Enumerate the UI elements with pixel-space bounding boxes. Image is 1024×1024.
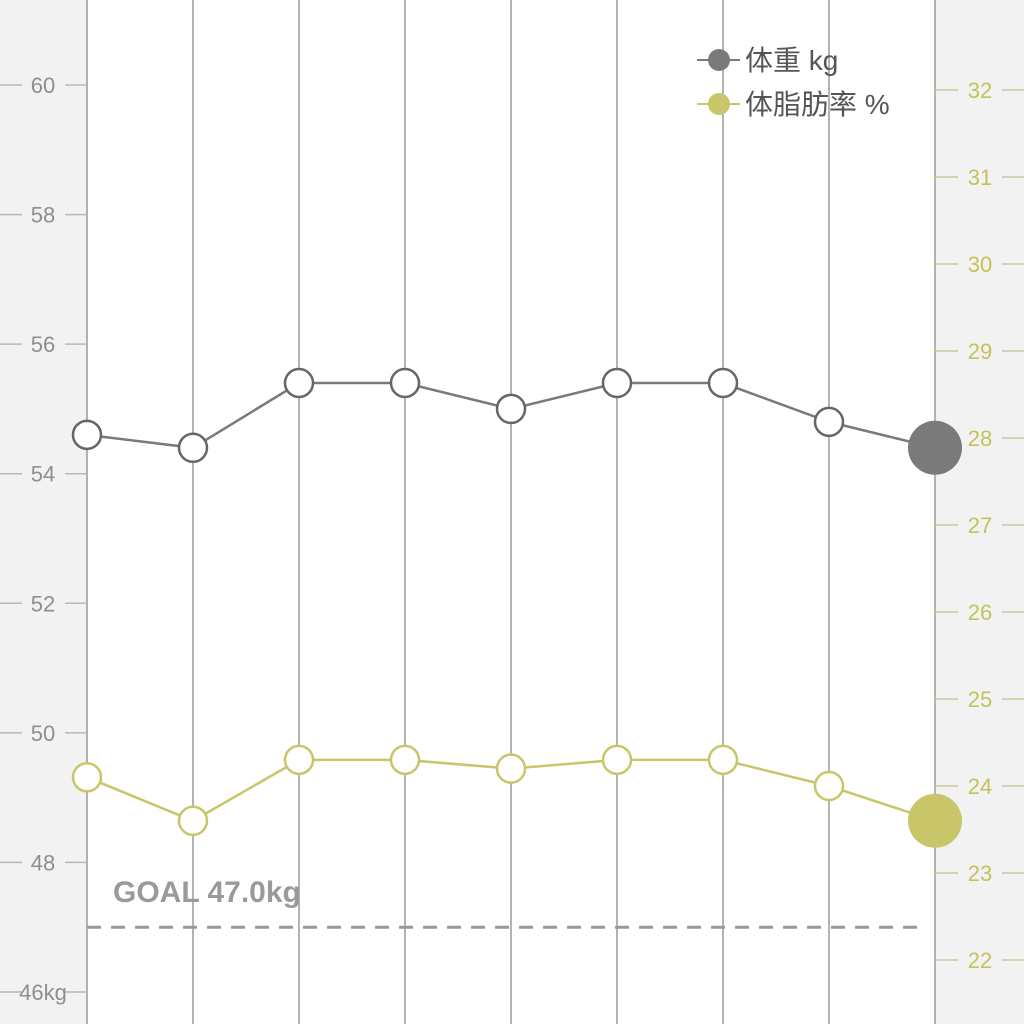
left-tick-label: 46kg xyxy=(19,980,67,1005)
right-tick-label: 29 xyxy=(968,339,992,364)
data-point-weight[interactable] xyxy=(283,367,315,399)
right-tick-label: 27 xyxy=(968,513,992,538)
right-tick-label: 32 xyxy=(968,78,992,103)
data-point-body_fat[interactable] xyxy=(813,770,845,802)
data-point-body_fat[interactable] xyxy=(495,753,527,784)
left-tick-label: 54 xyxy=(31,462,55,487)
right-y-axis: 22 23 24 25 26 27 28 29 30 31 32 xyxy=(935,78,1024,973)
vertical-gridlines xyxy=(86,0,936,1024)
right-tick-label: 28 xyxy=(968,426,992,451)
left-tick-label: 58 xyxy=(31,203,55,228)
data-point-weight[interactable] xyxy=(601,367,633,399)
legend: 体重 kg 体脂肪率 % xyxy=(697,45,890,120)
legend-weight-marker xyxy=(708,49,730,71)
left-tick-label: 52 xyxy=(31,591,55,616)
data-point-weight[interactable] xyxy=(71,419,103,451)
data-point-body_fat[interactable] xyxy=(707,744,739,776)
right-tick-label: 22 xyxy=(968,948,992,973)
right-tick-label: 26 xyxy=(968,600,992,625)
data-point-weight[interactable] xyxy=(495,393,527,425)
right-tick-label: 30 xyxy=(968,252,992,277)
goal-line-group: GOAL 47.0kg xyxy=(87,876,922,929)
data-point-weight[interactable] xyxy=(813,406,845,438)
left-tick-label: 60 xyxy=(31,73,55,98)
data-point-body_fat[interactable] xyxy=(389,744,421,776)
left-tick-label: 48 xyxy=(31,850,55,875)
data-point-body_fat[interactable] xyxy=(283,744,315,776)
data-point-weight[interactable] xyxy=(177,432,209,464)
data-point-weight[interactable] xyxy=(908,420,962,475)
data-point-weight[interactable] xyxy=(707,367,739,399)
left-y-axis: 46kg 48 50 52 54 56 58 60 xyxy=(0,73,87,1005)
data-point-weight[interactable] xyxy=(389,367,421,399)
legend-bodyfat-label: 体脂肪率 % xyxy=(745,89,890,120)
legend-bodyfat-marker xyxy=(708,93,730,115)
legend-weight-label: 体重 kg xyxy=(745,45,838,76)
data-point-body_fat[interactable] xyxy=(908,793,962,848)
data-point-body_fat[interactable] xyxy=(177,805,209,837)
left-tick-label: 50 xyxy=(31,721,55,746)
series-lines xyxy=(71,367,962,848)
legend-item-body-fat[interactable]: 体脂肪率 % xyxy=(697,89,890,120)
goal-label: GOAL 47.0kg xyxy=(113,876,301,909)
right-tick-label: 31 xyxy=(968,165,992,190)
legend-item-weight[interactable]: 体重 kg xyxy=(697,45,838,76)
right-tick-label: 23 xyxy=(968,861,992,886)
right-tick-label: 24 xyxy=(968,774,992,799)
left-tick-label: 56 xyxy=(31,332,55,357)
data-point-body_fat[interactable] xyxy=(71,762,103,793)
right-tick-label: 25 xyxy=(968,687,992,712)
data-point-body_fat[interactable] xyxy=(601,744,633,776)
